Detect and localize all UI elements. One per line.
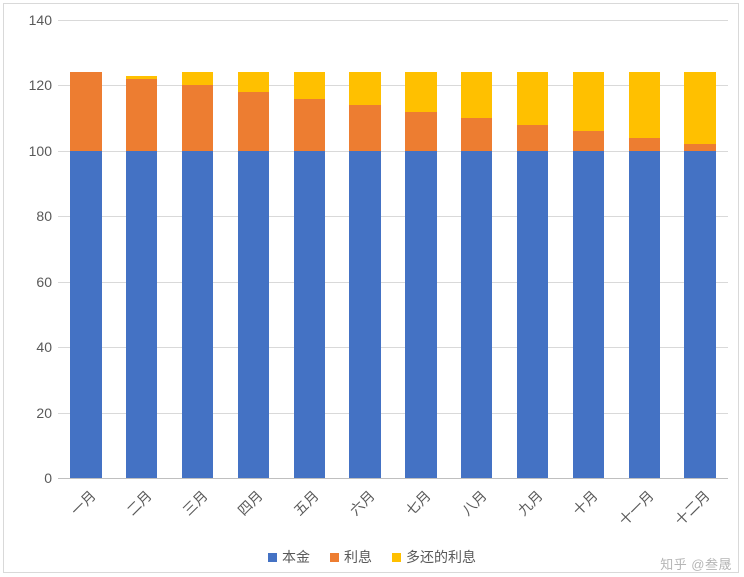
gridline [58,282,728,283]
bar-segment [461,151,492,478]
watermark-text: 知乎 @叁晟 [660,554,732,573]
bar-segment [182,85,213,150]
bar-segment [238,92,269,151]
bar-segment [684,144,715,151]
plot-area [58,20,728,478]
bar-segment [573,131,604,151]
bar-segment [182,151,213,478]
bar-segment [238,72,269,92]
bar-segment [405,112,436,151]
bar-segment [405,151,436,478]
bar-segment [517,125,548,151]
bar-segment [573,151,604,478]
legend-swatch [268,553,277,562]
bar-segment [461,72,492,118]
bar-segment [684,151,715,478]
legend: 本金 利息 多还的利息 [0,547,744,567]
bar-segment [684,72,715,144]
bar-segment [461,118,492,151]
legend-item: 多还的利息 [392,547,476,567]
gridline [58,216,728,217]
bar-segment [629,138,660,151]
bar-segment [126,76,157,79]
gridline [58,151,728,152]
legend-item: 本金 [268,547,310,567]
gridline [58,347,728,348]
y-axis-label: 40 [12,339,52,355]
bar-segment [629,72,660,137]
bar-segment [238,151,269,478]
bar-segment [294,99,325,151]
bar-segment [573,72,604,131]
y-axis-label: 140 [12,12,52,28]
y-axis-label: 0 [12,470,52,486]
bar-segment [126,151,157,478]
bar-segment [629,151,660,478]
y-axis-label: 120 [12,77,52,93]
bar-segment [294,72,325,98]
bar-segment [182,72,213,85]
legend-label: 多还的利息 [406,547,476,567]
bar-segment [517,72,548,124]
bar-segment [349,72,380,105]
y-axis-label: 80 [12,208,52,224]
bar-segment [70,72,101,151]
gridline [58,85,728,86]
y-axis-label: 20 [12,405,52,421]
legend-swatch [392,553,401,562]
gridline [58,413,728,414]
legend-swatch [330,553,339,562]
bar-segment [70,151,101,478]
gridline [58,20,728,21]
y-axis-label: 60 [12,274,52,290]
legend-item: 利息 [330,547,372,567]
legend-label: 本金 [282,547,310,567]
bar-segment [517,151,548,478]
bar-segment [294,151,325,478]
bar-segment [349,151,380,478]
legend-label: 利息 [344,547,372,567]
y-axis-label: 100 [12,143,52,159]
bar-segment [405,72,436,111]
gridline [58,478,728,479]
bar-segment [349,105,380,151]
bar-segment [126,79,157,151]
